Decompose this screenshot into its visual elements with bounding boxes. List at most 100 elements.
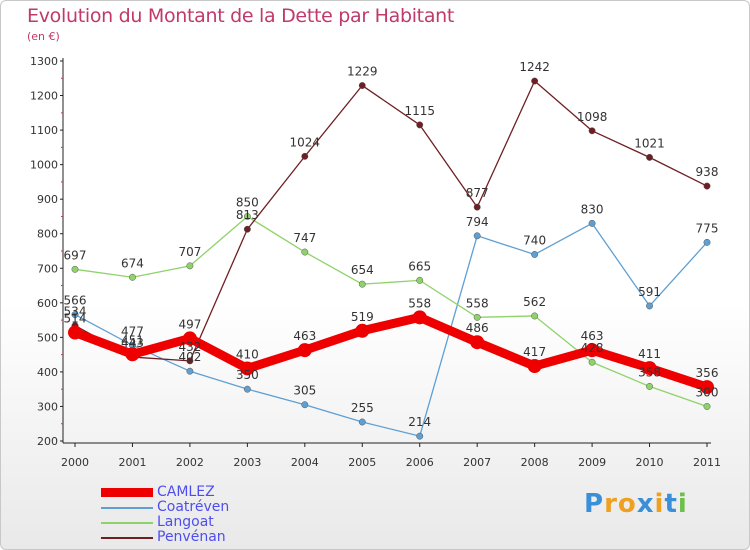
x-tick-label: 2009: [578, 456, 606, 469]
data-point: [301, 401, 309, 409]
data-point: [416, 432, 424, 440]
data-point: [588, 358, 596, 366]
data-point: [71, 311, 79, 319]
data-label: 938: [696, 165, 719, 179]
data-point: [473, 203, 481, 211]
data-label: 451: [121, 333, 144, 347]
y-tick-label: 500: [37, 331, 58, 344]
series-line-langoat: [74, 215, 708, 408]
data-point: [301, 152, 309, 160]
data-label: 830: [581, 202, 604, 216]
data-label: 562: [523, 295, 546, 309]
data-point: [243, 213, 251, 220]
legend-swatch: [101, 488, 153, 497]
data-label: 497: [178, 317, 201, 331]
y-tick-label: 1200: [30, 90, 58, 103]
data-point: [243, 385, 251, 393]
data-point: [470, 335, 485, 350]
data-label: 417: [523, 345, 546, 359]
data-point: [703, 238, 711, 246]
legend-label: Langoat: [157, 514, 214, 530]
data-point: [531, 251, 539, 258]
data-label: 775: [696, 221, 719, 235]
data-label: 850: [236, 195, 259, 209]
data-label: 350: [236, 368, 259, 382]
legend-item: Coatréven: [101, 500, 229, 515]
data-point: [531, 77, 539, 85]
data-point: [416, 276, 424, 284]
data-point: [186, 262, 194, 270]
series-line-coatréven: [74, 222, 708, 437]
data-label: 654: [351, 263, 374, 277]
y-tick-label: 1300: [30, 55, 58, 68]
data-point: [129, 273, 136, 281]
x-tick-label: 2000: [61, 456, 89, 469]
data-label: 1115: [404, 104, 435, 118]
y-tick-label: 700: [37, 262, 58, 275]
data-label: 591: [638, 285, 661, 299]
legend-item: Langoat: [101, 515, 229, 530]
x-tick-label: 2001: [118, 456, 146, 469]
data-point: [71, 265, 79, 273]
data-label: 410: [236, 347, 259, 361]
data-point: [297, 343, 312, 358]
y-tick-label: 1100: [30, 124, 58, 137]
y-tick-label: 900: [37, 193, 58, 206]
data-label: 477: [121, 324, 144, 338]
data-point: [527, 359, 542, 374]
data-label: 358: [638, 365, 661, 379]
data-label: 443: [121, 336, 144, 350]
data-label: 697: [64, 248, 87, 262]
legend-item: CAMLEZ: [101, 485, 229, 500]
data-point: [585, 343, 600, 358]
data-point: [355, 323, 370, 338]
x-tick-label: 2007: [463, 456, 491, 469]
data-label: 558: [408, 296, 431, 310]
data-label: 463: [581, 329, 604, 343]
data-label: 566: [64, 294, 87, 308]
data-label: 255: [351, 401, 374, 415]
data-point: [473, 232, 481, 240]
data-label: 1242: [519, 60, 550, 74]
legend-swatch: [101, 506, 153, 509]
proxiti-logo: Proxiti: [584, 489, 688, 519]
chart-legend: CAMLEZ Coatréven Langoat Penvénan: [101, 485, 229, 545]
legend-swatch: [101, 536, 153, 539]
data-label: 402: [178, 350, 201, 364]
data-point: [646, 302, 653, 310]
data-point: [243, 225, 251, 233]
data-label: 519: [351, 310, 374, 324]
x-tick-label: 2006: [406, 456, 434, 469]
data-point: [642, 361, 657, 376]
data-label: 486: [466, 321, 489, 335]
y-tick-label: 600: [37, 297, 58, 310]
data-point: [125, 347, 140, 362]
data-label: 305: [293, 384, 316, 398]
x-tick-label: 2003: [233, 456, 261, 469]
data-label: 1098: [577, 110, 608, 124]
data-label: 665: [408, 259, 431, 273]
data-label: 707: [178, 245, 201, 259]
data-label: 794: [466, 215, 489, 229]
data-label: 428: [581, 341, 604, 355]
data-point: [240, 361, 255, 376]
data-label: 877: [466, 186, 489, 200]
data-label: 463: [293, 329, 316, 343]
data-point: [412, 310, 427, 325]
data-point: [703, 403, 711, 410]
data-point: [588, 127, 596, 135]
data-label: 558: [466, 296, 489, 310]
data-label: 300: [696, 385, 719, 399]
data-label: 1021: [634, 136, 665, 150]
data-point: [358, 418, 366, 426]
data-point: [531, 312, 539, 320]
data-point: [416, 121, 424, 129]
legend-item: Penvénan: [101, 530, 229, 545]
data-point: [588, 219, 596, 227]
data-label: 1229: [347, 65, 378, 79]
data-label: 214: [408, 415, 431, 429]
y-tick-label: 800: [37, 228, 58, 241]
legend-swatch: [101, 521, 153, 524]
data-label: 411: [638, 347, 661, 361]
